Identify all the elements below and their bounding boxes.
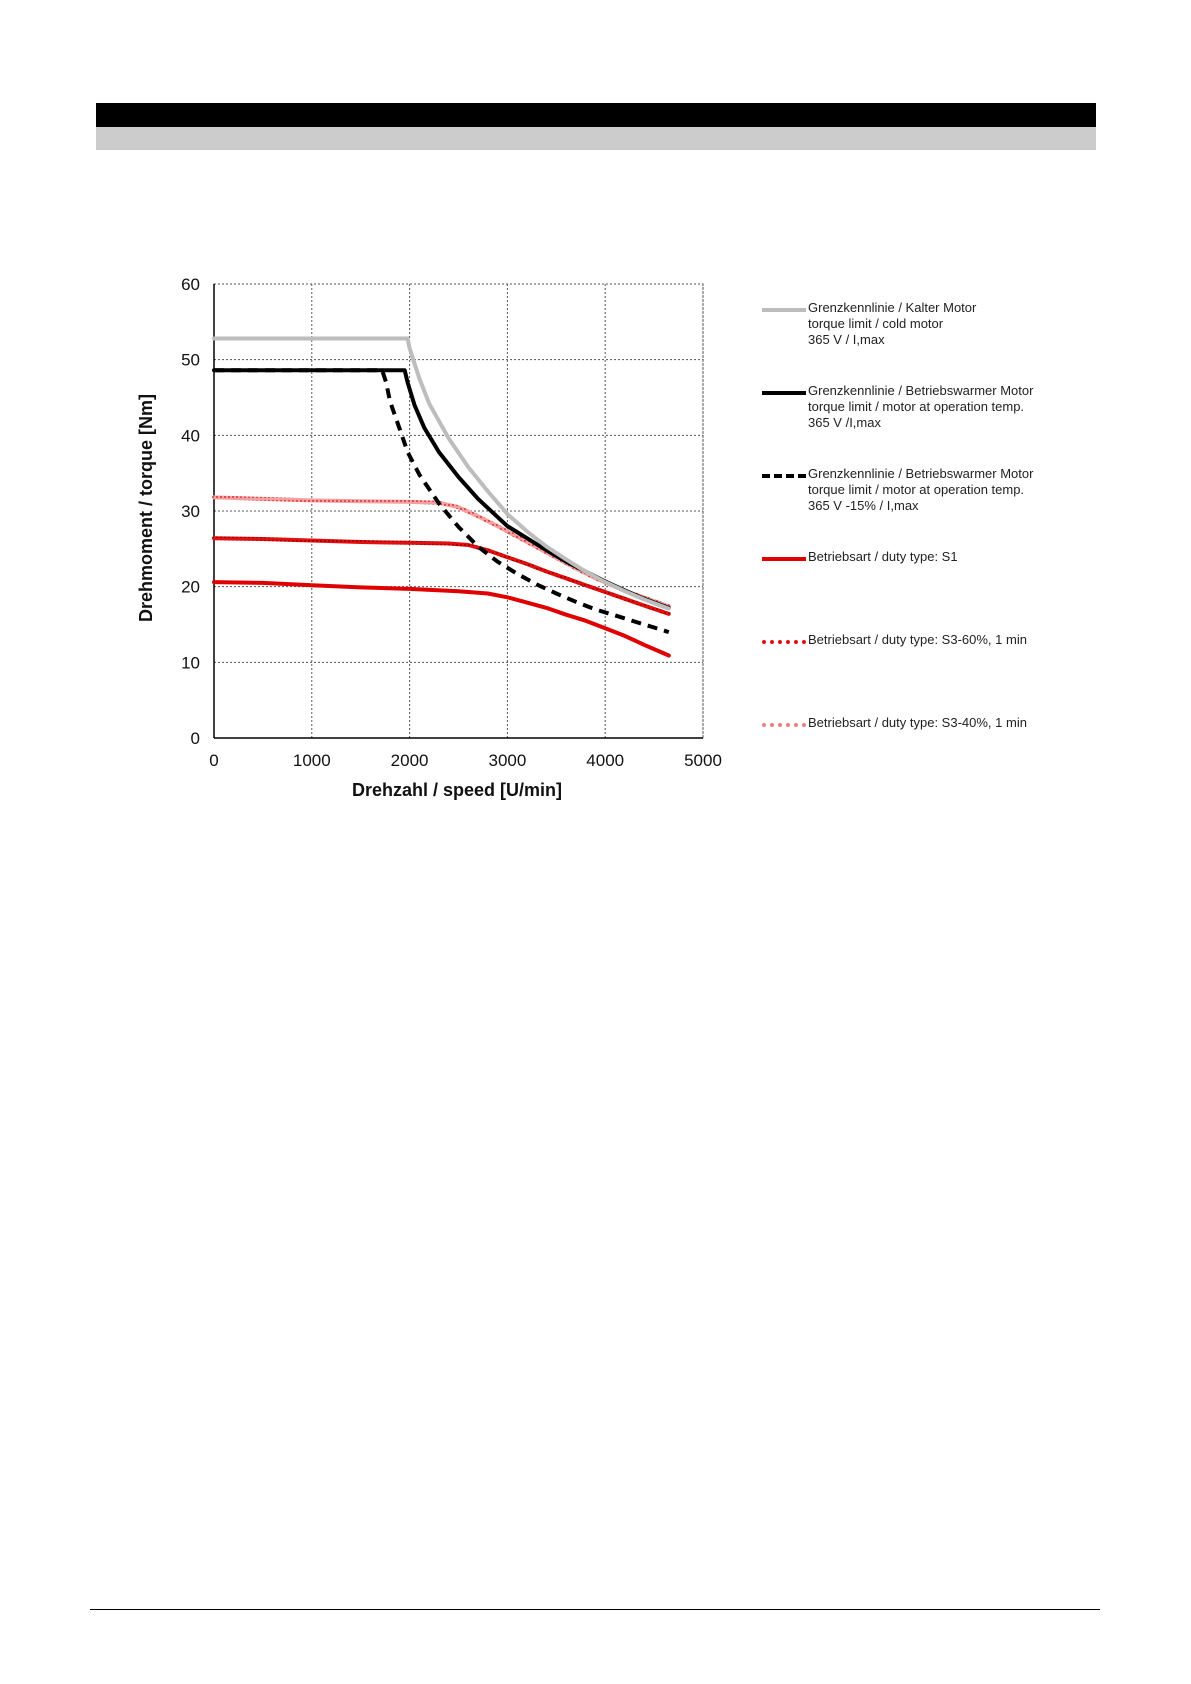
- legend-line: Betriebsart / duty type: S3-60%, 1 min: [808, 632, 1027, 647]
- legend-swatch: [762, 391, 806, 395]
- legend-text: Betriebsart / duty type: S3-60%, 1 min: [808, 632, 1027, 648]
- legend-line: torque limit / motor at operation temp.: [808, 399, 1025, 414]
- legend-swatch: [762, 723, 806, 727]
- legend-swatch: [762, 308, 806, 312]
- y-tick-label: 10: [181, 653, 200, 672]
- legend-line: Grenzkennlinie / Betriebswarmer Motor: [808, 383, 1034, 398]
- y-tick-label: 50: [181, 351, 200, 370]
- y-tick-label: 0: [191, 729, 200, 748]
- x-tick-label: 2000: [391, 751, 429, 770]
- legend-line: torque limit / cold motor: [808, 316, 944, 331]
- y-axis-label: Drehmoment / torque [Nm]: [136, 394, 156, 622]
- legend-text: Grenzkennlinie / Betriebswarmer Motor tor…: [808, 383, 1033, 431]
- legend-line: Betriebsart / duty type: S3-40%, 1 min: [808, 715, 1027, 730]
- x-tick-label: 4000: [586, 751, 624, 770]
- series-line-1: [212, 336, 671, 611]
- legend-line: torque limit / motor at operation temp.: [808, 482, 1025, 497]
- legend-text: Grenzkennlinie / Betriebswarmer Motor tor…: [808, 466, 1033, 514]
- legend-line: Grenzkennlinie / Kalter Motor: [808, 300, 977, 315]
- x-tick-label: 5000: [684, 751, 722, 770]
- legend-swatch: [762, 557, 806, 561]
- header-black-bar: [96, 103, 1096, 127]
- series-line-2: [212, 368, 671, 610]
- legend-swatch: [762, 640, 806, 644]
- legend-line: 365 V -15% / I,max: [808, 498, 919, 513]
- y-tick-label: 60: [181, 275, 200, 294]
- legend-text: Betriebsart / duty type: S1: [808, 549, 958, 565]
- legend-line: Grenzkennlinie / Betriebswarmer Motor: [808, 466, 1034, 481]
- legend-line: 365 V / I,max: [808, 332, 885, 347]
- tick-labels: 0 1000 2000 3000 4000 5000 0 10 20 30 40 50 60: [181, 275, 722, 770]
- x-axis-label: Drehzahl / speed [U/min]: [352, 780, 562, 800]
- legend-swatch: [762, 474, 806, 478]
- legend-line: Betriebsart / duty type: S1: [808, 549, 958, 564]
- series-line-4: [212, 580, 671, 658]
- series-lines: [212, 336, 671, 658]
- series-line-5: [212, 536, 671, 616]
- legend-text: Grenzkennlinie / Kalter Motor torque limi…: [808, 300, 976, 348]
- y-tick-label: 20: [181, 578, 200, 597]
- legend-line: 365 V /I,max: [808, 415, 881, 430]
- series-line-3: [214, 368, 670, 635]
- legend-text: Betriebsart / duty type: S3-40%, 1 min: [808, 715, 1027, 731]
- y-tick-label: 30: [181, 502, 200, 521]
- x-tick-label: 1000: [293, 751, 331, 770]
- footer-rule: [90, 1609, 1100, 1610]
- y-tick-label: 40: [181, 426, 200, 445]
- grid-lines: [213, 283, 704, 739]
- header-grey-bar: [96, 127, 1096, 150]
- x-tick-label: 3000: [488, 751, 526, 770]
- x-tick-label: 0: [209, 751, 218, 770]
- torque-speed-chart: 0 1000 2000 3000 4000 5000 0 10 20 30 40 50 60 Drehz…: [136, 275, 722, 800]
